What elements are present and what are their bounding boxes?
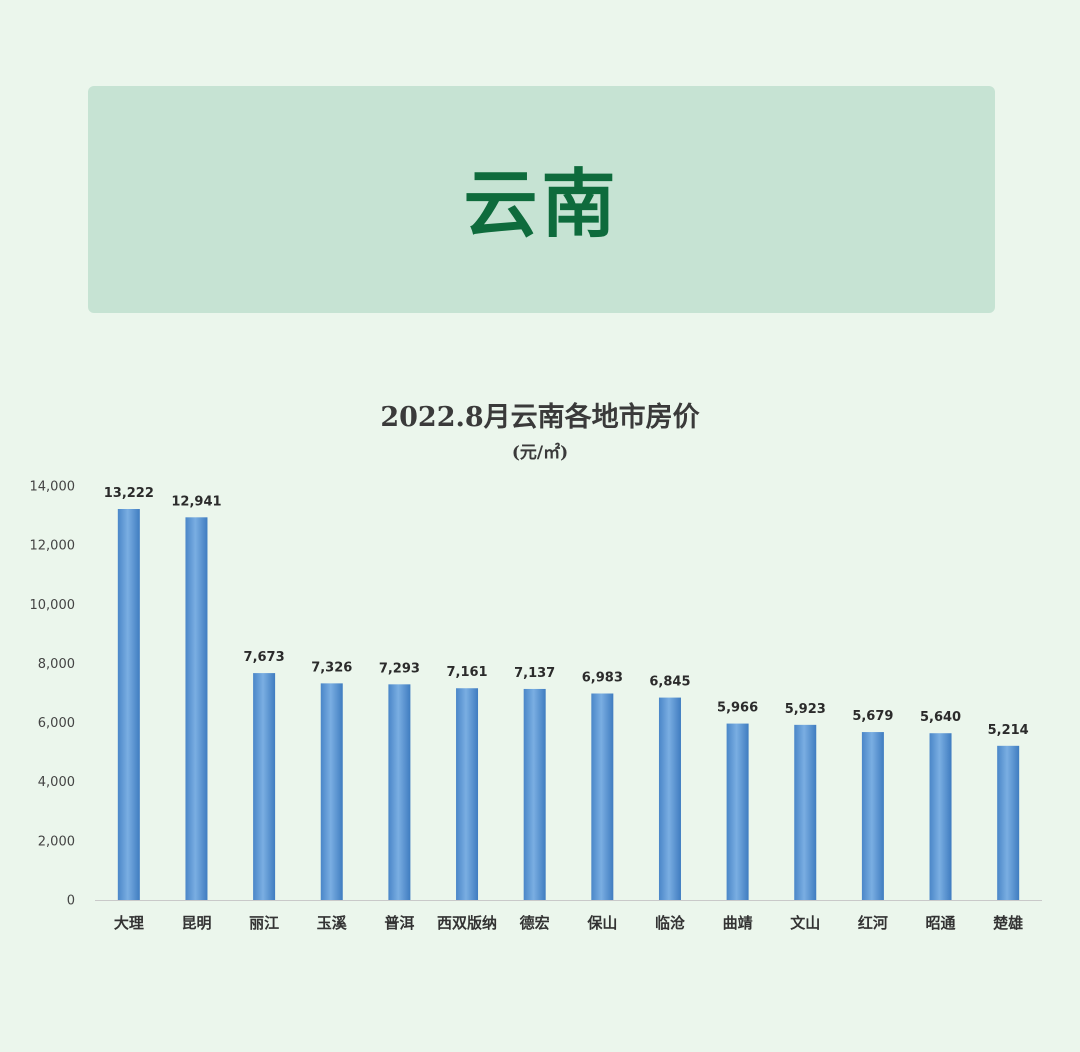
bar-曲靖 xyxy=(726,723,749,900)
data-label: 6,983 xyxy=(582,671,623,686)
bar-chart: 02,0004,0006,0008,00010,00012,00014,000 … xyxy=(30,480,1042,932)
data-label: 7,293 xyxy=(379,661,420,676)
value-labels-group: 13,222 12,941 7,673 7,326 7,293 7,161 7,137 6,9… xyxy=(104,486,1029,738)
data-label: 13,222 xyxy=(104,486,154,501)
data-label: 5,679 xyxy=(852,709,893,724)
y-tick-label: 0 xyxy=(67,894,75,909)
category-label: 丽江 xyxy=(249,914,279,932)
bar-文山 xyxy=(794,724,817,900)
data-label: 5,966 xyxy=(717,701,758,716)
data-label: 7,673 xyxy=(244,650,285,665)
category-label: 保山 xyxy=(586,914,617,932)
y-tick-label: 4,000 xyxy=(38,775,75,790)
chart-title: 2022.8月云南各地市房价 xyxy=(380,402,700,433)
category-label: 红河 xyxy=(858,914,888,932)
y-tick-label: 8,000 xyxy=(38,657,75,672)
y-tick-label: 2,000 xyxy=(38,834,75,849)
bar-楚雄 xyxy=(997,745,1020,900)
y-tick-label: 14,000 xyxy=(30,480,76,495)
category-label: 玉溪 xyxy=(317,914,348,932)
data-label: 7,137 xyxy=(514,666,555,681)
data-label: 5,640 xyxy=(920,710,961,725)
category-label: 曲靖 xyxy=(723,914,753,932)
y-axis: 0 2,000 4,000 6,000 8,000 10,000 12,000 14,000 xyxy=(30,480,76,909)
data-label: 5,923 xyxy=(785,702,826,717)
bars-group xyxy=(117,509,1020,900)
category-label: 楚雄 xyxy=(993,914,1023,932)
bar-西双版纳 xyxy=(456,688,479,900)
title-banner: 云南 xyxy=(88,86,995,313)
category-label: 西双版纳 xyxy=(437,914,497,932)
data-label: 6,845 xyxy=(649,675,690,690)
banner-title: 云南 xyxy=(463,160,620,247)
category-label: 普洱 xyxy=(384,914,414,932)
category-label: 德宏 xyxy=(520,914,550,932)
category-label: 大理 xyxy=(114,914,144,932)
bar-保山 xyxy=(591,693,614,900)
data-label: 7,326 xyxy=(311,660,352,675)
category-label: 昭通 xyxy=(926,914,956,932)
y-tick-label: 6,000 xyxy=(38,716,75,731)
bar-德宏 xyxy=(523,688,546,900)
category-label: 临沧 xyxy=(655,914,685,932)
y-tick-label: 10,000 xyxy=(30,598,76,613)
category-labels-group: 大理 昆明 丽江 玉溪 普洱 西双版纳 德宏 保山 临沧 曲靖 文山 红河 昭通 楚雄 xyxy=(114,914,1023,932)
category-label: 昆明 xyxy=(181,914,211,932)
bar-玉溪 xyxy=(320,683,343,900)
bar-普洱 xyxy=(388,684,411,900)
bar-昭通 xyxy=(929,733,952,900)
data-label: 12,941 xyxy=(171,494,221,509)
data-label: 7,161 xyxy=(446,665,487,680)
bar-大理 xyxy=(117,509,140,900)
category-label: 文山 xyxy=(790,914,820,932)
bar-临沧 xyxy=(658,697,681,900)
bar-红河 xyxy=(861,732,884,900)
data-label: 5,214 xyxy=(988,723,1029,738)
bar-昆明 xyxy=(185,517,208,900)
chart-subtitle: (元/㎡) xyxy=(511,443,569,463)
y-tick-label: 12,000 xyxy=(30,539,76,554)
bar-丽江 xyxy=(253,673,276,900)
